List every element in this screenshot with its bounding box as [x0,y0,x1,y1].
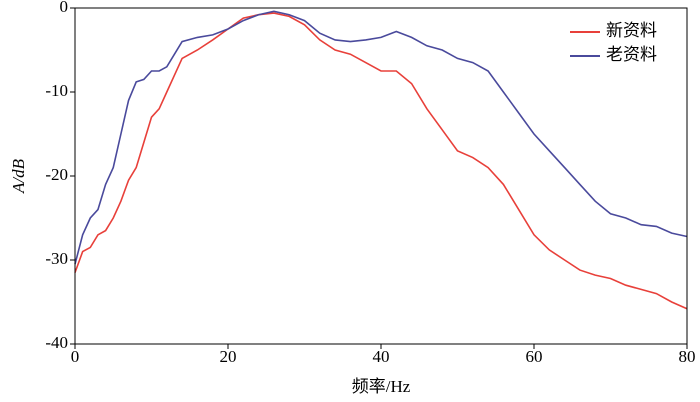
x-tick-label: 40 [373,347,390,366]
legend-label: 老资料 [606,45,657,64]
y-axis-label: A/dB [9,158,28,194]
x-tick-label: 80 [679,347,696,366]
y-tick-label: -30 [45,249,68,268]
line [74,10,688,265]
x-axis-label: 频率/Hz [352,377,411,396]
y-tick-label: 0 [60,0,69,16]
y-tick-label: -40 [45,333,68,352]
x-tick-label: 0 [71,347,80,366]
x-tick-label: 20 [220,347,237,366]
legend-label: 新资料 [606,21,657,40]
x-tick-label: 60 [526,347,543,366]
line [74,12,688,310]
y-tick-label: -10 [45,81,68,100]
plot-frame [74,7,688,345]
y-tick-label: -20 [45,165,68,184]
